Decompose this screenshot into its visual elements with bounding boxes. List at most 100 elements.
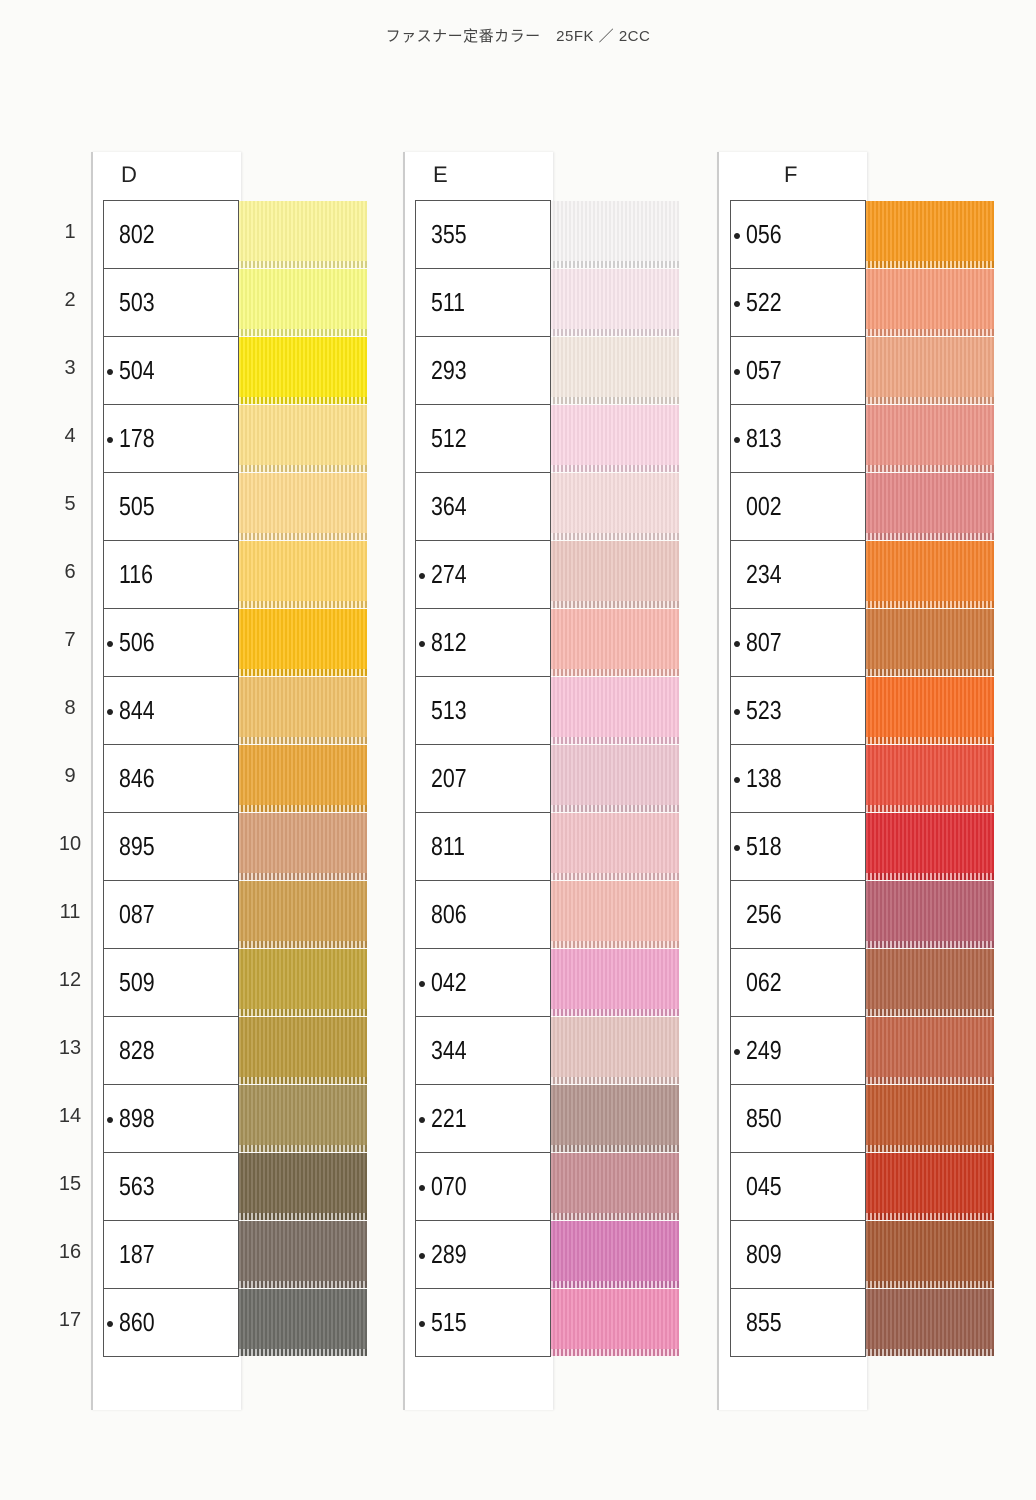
zipper-swatch [239, 1289, 367, 1356]
color-code-cell: 256 [730, 880, 866, 948]
standard-mark-dot [734, 1049, 740, 1055]
color-code-cell: 809 [730, 1220, 866, 1288]
color-code-cell: 515 [415, 1288, 551, 1357]
row-number: 16 [58, 1241, 82, 1263]
color-code-cell: 860 [103, 1288, 239, 1357]
color-code-cell: 802 [103, 200, 239, 268]
zipper-teeth [551, 1009, 679, 1016]
color-code: 813 [746, 423, 782, 453]
row-number: 3 [64, 357, 76, 379]
zipper-swatch [866, 541, 994, 608]
color-code: 042 [431, 967, 467, 997]
row-number: 17 [58, 1309, 82, 1331]
color-code: 563 [119, 1171, 155, 1201]
zipper-swatch [866, 1017, 994, 1084]
zipper-teeth [551, 397, 679, 404]
row-number: 8 [64, 697, 76, 719]
color-code-cell: 116 [103, 540, 239, 608]
color-code-cell: 207 [415, 744, 551, 812]
row-number: 5 [64, 493, 76, 515]
standard-mark-dot [107, 709, 113, 715]
zipper-teeth [551, 261, 679, 268]
zipper-swatch [551, 745, 679, 812]
standard-mark-dot [734, 709, 740, 715]
standard-mark-dot [734, 233, 740, 239]
zipper-teeth [551, 465, 679, 472]
zipper-teeth [239, 941, 367, 948]
color-code-cell: 511 [415, 268, 551, 336]
standard-mark-dot [107, 437, 113, 443]
color-code: 515 [431, 1307, 467, 1337]
standard-mark-dot [419, 1117, 425, 1123]
color-code-cell: 002 [730, 472, 866, 540]
color-code: 513 [431, 695, 467, 725]
color-code-cell: 509 [103, 948, 239, 1016]
zipper-swatch [551, 1289, 679, 1356]
color-code-cell: 518 [730, 812, 866, 880]
zipper-teeth [551, 533, 679, 540]
zipper-teeth [239, 737, 367, 744]
zipper-swatch [866, 1221, 994, 1288]
color-code-cell: 249 [730, 1016, 866, 1084]
zipper-teeth [239, 873, 367, 880]
row-numbers: 1 2 3 4 5 6 7 8 9 10 11 12 13 14 15 16 17 [50, 200, 90, 1356]
row-number: 2 [64, 289, 76, 311]
zipper-swatch [239, 1153, 367, 1220]
zipper-swatch [239, 405, 367, 472]
color-code-cell: 813 [730, 404, 866, 472]
zipper-teeth [239, 533, 367, 540]
zipper-swatch [866, 405, 994, 472]
color-code: 846 [119, 763, 155, 793]
standard-mark-dot [734, 845, 740, 851]
color-code: 850 [746, 1103, 782, 1133]
zipper-swatch [551, 881, 679, 948]
zipper-swatch [551, 541, 679, 608]
color-code: 274 [431, 559, 467, 589]
standard-mark-dot [419, 641, 425, 647]
color-code: 364 [431, 491, 467, 521]
color-code: 895 [119, 831, 155, 861]
zipper-swatch [239, 677, 367, 744]
zipper-teeth [866, 533, 994, 540]
color-code: 207 [431, 763, 467, 793]
zipper-teeth [866, 261, 994, 268]
color-code-cell: 057 [730, 336, 866, 404]
color-code-cell: 221 [415, 1084, 551, 1152]
zipper-teeth [551, 1213, 679, 1220]
zipper-swatch [239, 813, 367, 880]
color-code-cell: 355 [415, 200, 551, 268]
zipper-teeth [239, 669, 367, 676]
zipper-teeth [239, 1077, 367, 1084]
standard-mark-dot [419, 573, 425, 579]
column-header: D [121, 162, 137, 187]
color-code-cell: 344 [415, 1016, 551, 1084]
color-code-cell: 506 [103, 608, 239, 676]
color-code: 187 [119, 1239, 155, 1269]
color-code-cell: 828 [103, 1016, 239, 1084]
zipper-teeth [866, 873, 994, 880]
color-code: 504 [119, 355, 155, 385]
color-code-cell: 812 [415, 608, 551, 676]
standard-mark-dot [107, 641, 113, 647]
zipper-swatch [239, 1221, 367, 1288]
color-code: 355 [431, 219, 467, 249]
color-code-cell: 293 [415, 336, 551, 404]
color-code-cell: 806 [415, 880, 551, 948]
zipper-swatch [866, 269, 994, 336]
color-code: 293 [431, 355, 467, 385]
row-number: 11 [59, 901, 81, 923]
column-header: E [433, 162, 448, 187]
zipper-teeth [866, 1281, 994, 1288]
color-code: 898 [119, 1103, 155, 1133]
color-code: 045 [746, 1171, 782, 1201]
zipper-swatch [239, 949, 367, 1016]
color-code: 522 [746, 287, 782, 317]
standard-mark-dot [107, 369, 113, 375]
color-code: 828 [119, 1035, 155, 1065]
zipper-teeth [551, 941, 679, 948]
zipper-teeth [866, 737, 994, 744]
color-code: 249 [746, 1035, 782, 1065]
zipper-teeth [866, 601, 994, 608]
color-code: 518 [746, 831, 782, 861]
zipper-swatch [551, 609, 679, 676]
